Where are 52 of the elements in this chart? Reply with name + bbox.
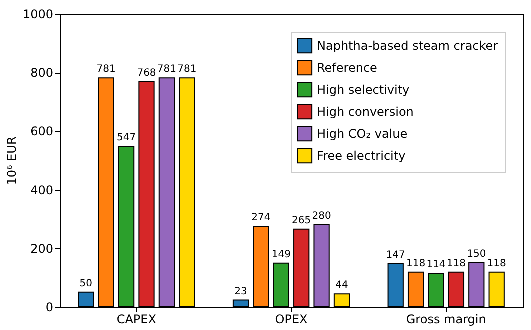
y-tick-label: 0 [46,300,54,314]
bar [314,224,330,308]
bar [98,78,114,308]
y-tick-label: 1000 [22,8,54,22]
data-label: 23 [234,286,248,298]
bar [334,294,350,308]
data-label: 265 [292,215,312,226]
bar [232,300,250,308]
bar [388,263,404,308]
data-label: 274 [252,212,271,224]
data-label: 280 [312,210,332,222]
data-label: 118 [487,258,506,270]
bar [118,146,135,308]
data-label: 114 [426,260,446,271]
data-label: 781 [178,64,197,76]
y-tick-label: 600 [30,124,54,139]
bar [468,262,485,308]
x-tick-label: CAPEX [116,312,156,326]
y-tick-label: 800 [30,66,54,80]
bar [294,228,310,308]
bar [158,78,176,308]
bar [448,272,465,308]
x-tick-label: Gross margin [406,312,486,326]
legend-label: High conversion [317,105,414,119]
data-label: 781 [157,64,176,76]
data-label: 547 [117,132,136,144]
legend-label: Reference [317,61,378,75]
data-label: 149 [272,249,291,260]
bar [408,272,424,308]
data-label: 150 [467,249,486,260]
bar [488,272,505,308]
data-label: 44 [336,280,348,292]
bar [273,262,290,308]
bar [78,292,94,308]
data-label: 118 [406,258,426,270]
legend-label: Naphtha-based steam cracker [317,39,498,53]
x-tick-label: OPEX [275,312,308,326]
y-tick-label: 400 [30,183,54,198]
legend-label: Free electricity [317,149,406,163]
y-tick-label: 200 [30,242,54,256]
data-label: 118 [446,258,466,270]
data-label: 781 [96,64,116,76]
data-label: 768 [137,68,156,79]
data-label: 147 [386,250,406,261]
bar [138,81,155,308]
bar [253,226,270,308]
legend-label: High CO₂ value [317,127,408,141]
bar [428,273,444,308]
legend-label: High selectivity [317,83,410,97]
y-axis-title: 10⁶ EUR [4,136,19,186]
data-label: 50 [80,278,93,290]
bar [179,78,196,308]
